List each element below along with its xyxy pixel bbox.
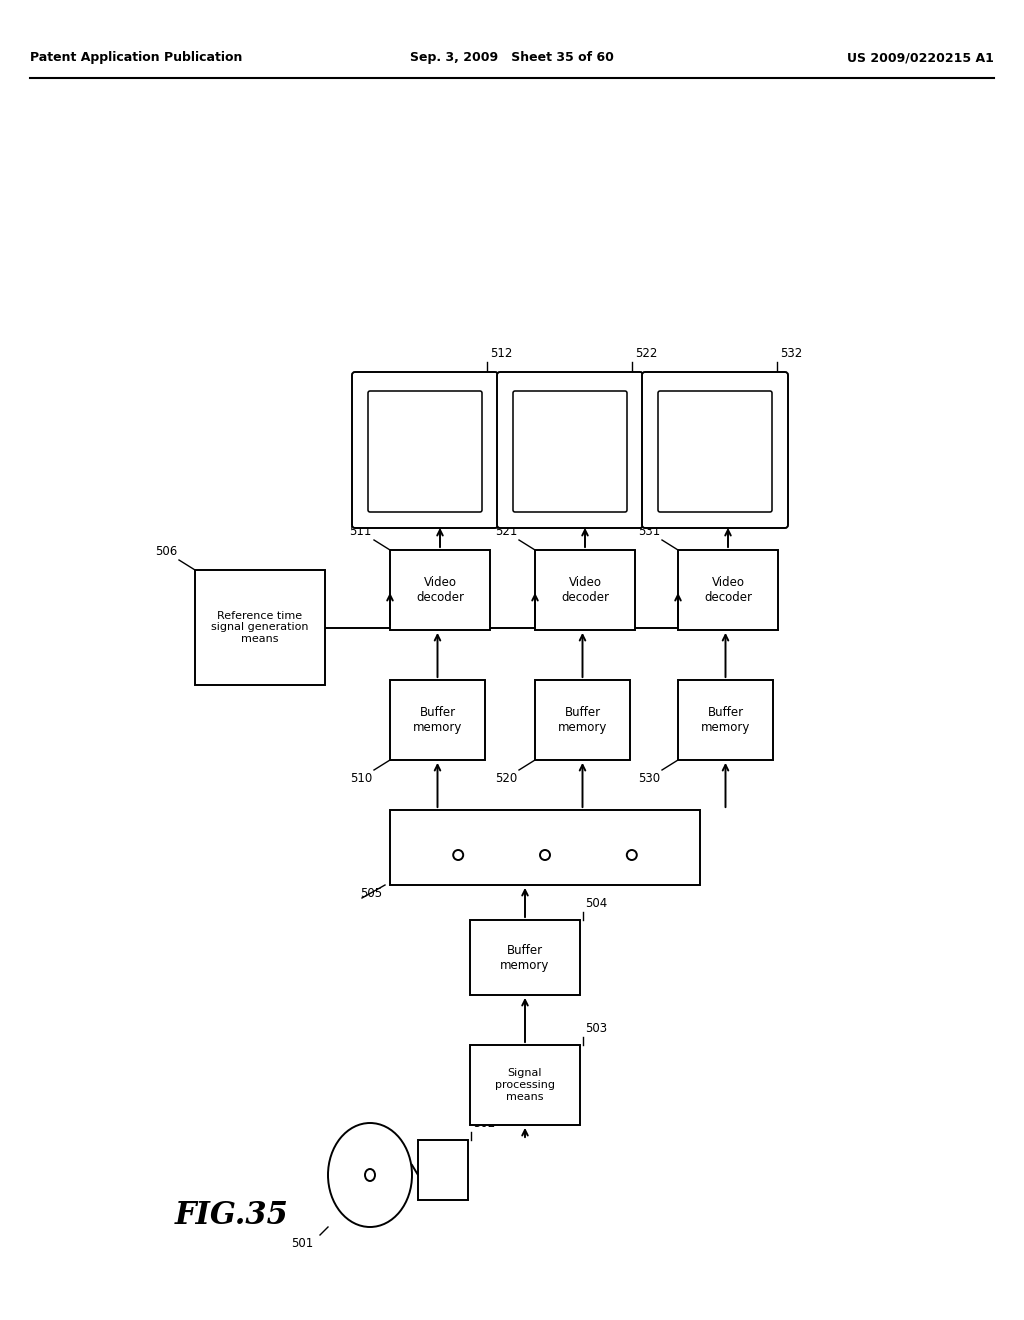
FancyBboxPatch shape xyxy=(497,372,643,528)
Text: 531: 531 xyxy=(638,525,660,539)
Text: 530: 530 xyxy=(638,772,660,785)
Bar xyxy=(535,550,635,630)
Text: Buffer
memory: Buffer memory xyxy=(413,706,462,734)
Bar xyxy=(678,550,778,630)
Text: 502: 502 xyxy=(473,1117,496,1130)
Text: Video
decoder: Video decoder xyxy=(705,576,752,605)
Text: 521: 521 xyxy=(495,525,517,539)
Text: Video
decoder: Video decoder xyxy=(561,576,609,605)
Text: 501: 501 xyxy=(291,1237,313,1250)
Text: Buffer
memory: Buffer memory xyxy=(501,944,550,972)
Bar xyxy=(418,1140,468,1200)
Bar xyxy=(535,680,630,760)
FancyBboxPatch shape xyxy=(368,391,482,512)
FancyBboxPatch shape xyxy=(513,391,627,512)
Text: 511: 511 xyxy=(349,525,372,539)
Text: Reference time
signal generation
means: Reference time signal generation means xyxy=(211,611,309,644)
Bar xyxy=(678,680,773,760)
Bar xyxy=(470,920,580,995)
Bar xyxy=(470,1045,580,1125)
Text: 510: 510 xyxy=(350,772,372,785)
Text: FIG.35: FIG.35 xyxy=(175,1200,289,1230)
Bar xyxy=(390,810,700,884)
Ellipse shape xyxy=(365,1170,375,1181)
Text: Signal
processing
means: Signal processing means xyxy=(495,1068,555,1102)
Text: 520: 520 xyxy=(495,772,517,785)
FancyBboxPatch shape xyxy=(658,391,772,512)
Text: 505: 505 xyxy=(360,887,382,900)
Text: 532: 532 xyxy=(780,347,802,360)
Ellipse shape xyxy=(328,1123,412,1228)
Text: 512: 512 xyxy=(490,347,512,360)
Text: Buffer
memory: Buffer memory xyxy=(558,706,607,734)
Text: 506: 506 xyxy=(155,545,177,558)
FancyBboxPatch shape xyxy=(352,372,498,528)
Text: 503: 503 xyxy=(585,1022,607,1035)
FancyBboxPatch shape xyxy=(642,372,788,528)
Text: Buffer
memory: Buffer memory xyxy=(700,706,751,734)
Text: 504: 504 xyxy=(585,898,607,909)
Text: Video
decoder: Video decoder xyxy=(416,576,464,605)
Text: Patent Application Publication: Patent Application Publication xyxy=(30,51,243,65)
Text: US 2009/0220215 A1: US 2009/0220215 A1 xyxy=(847,51,994,65)
Bar xyxy=(390,550,490,630)
Text: 522: 522 xyxy=(635,347,657,360)
Bar xyxy=(390,680,485,760)
Text: Sep. 3, 2009   Sheet 35 of 60: Sep. 3, 2009 Sheet 35 of 60 xyxy=(410,51,614,65)
Bar xyxy=(195,570,325,685)
